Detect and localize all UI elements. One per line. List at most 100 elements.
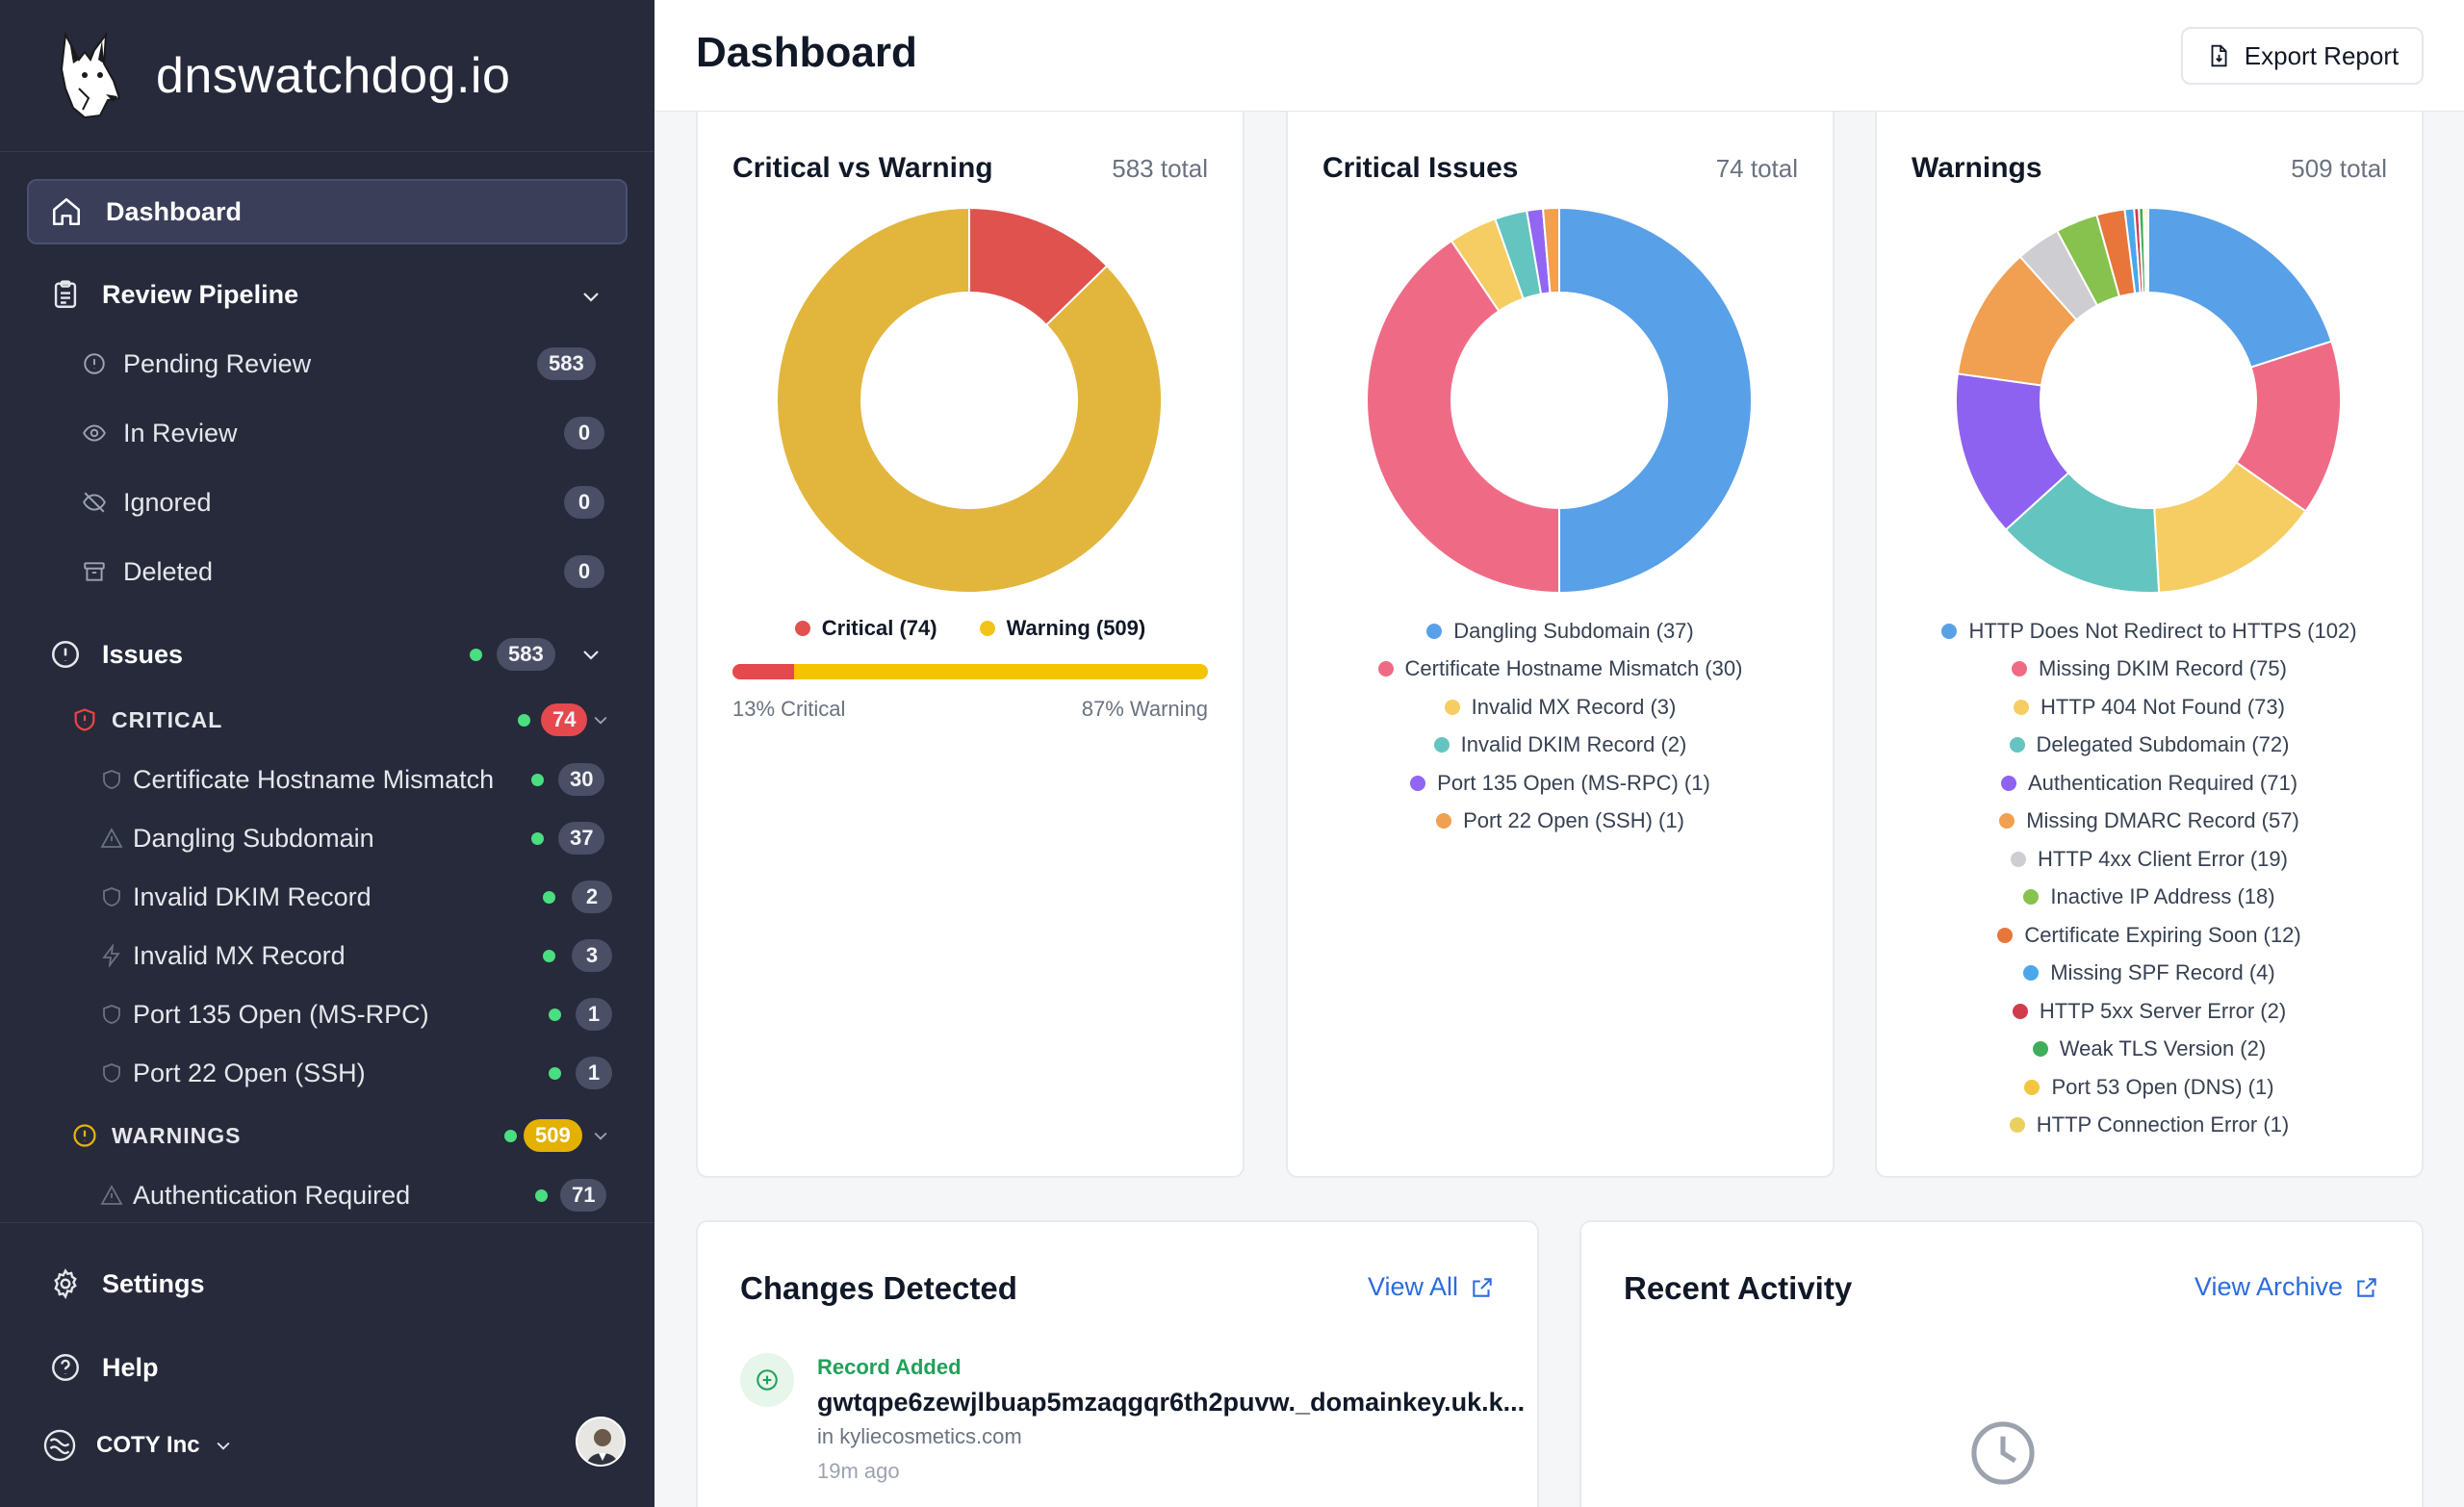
warning-triangle-icon — [94, 1178, 129, 1213]
issue-item-dangling-subdomain[interactable]: Dangling Subdomain — [94, 821, 374, 856]
legend-swatch — [1410, 775, 1426, 791]
deleted-count-badge: 0 — [564, 555, 604, 588]
status-dot — [470, 649, 482, 661]
legend-swatch — [2014, 699, 2030, 715]
card-title: Critical vs Warning — [732, 152, 993, 184]
status-dot — [549, 1009, 561, 1021]
legend-label: Invalid DKIM Record (2) — [1460, 732, 1687, 757]
pie-slice-dangling-subdomain[interactable] — [1558, 208, 1752, 593]
export-report-label: Export Report — [2244, 40, 2400, 70]
legend-label: Missing SPF Record (4) — [2050, 960, 2275, 985]
user-avatar[interactable] — [576, 1417, 626, 1467]
chart-legend: Dangling Subdomain (37) Certificate Hostn… — [1288, 612, 1833, 840]
status-dot — [531, 832, 544, 845]
legend-label: Delegated Subdomain (72) — [2036, 732, 2290, 757]
nav-critical[interactable]: CRITICAL — [67, 702, 222, 737]
pie-slice-http-connection-error[interactable] — [2144, 208, 2149, 294]
file-download-icon — [2211, 44, 2227, 67]
warning-triangle-icon — [94, 821, 129, 856]
legend-item: HTTP 5xx Server Error (2) — [1877, 992, 2422, 1031]
pie-slice-warning[interactable] — [777, 208, 1162, 593]
legend-swatch — [1433, 737, 1450, 754]
view-archive-link[interactable]: View Archive — [2194, 1272, 2379, 1302]
brand[interactable]: dnswatchdog.io — [0, 0, 654, 152]
nav-ignored-label: Ignored — [123, 487, 212, 517]
legend-swatch — [1444, 699, 1460, 715]
card-critical-issues: Critical Issues 74 total Dangling Subdom… — [1286, 112, 1835, 1178]
change-record[interactable]: gwtqpe6zewjlbuap5mzaqgqr6th2puvw._domain… — [817, 1388, 1526, 1417]
legend-label: Missing DMARC Record (57) — [2026, 808, 2299, 833]
nav-help[interactable]: Help — [48, 1350, 159, 1385]
nav-review-pipeline-label: Review Pipeline — [102, 279, 299, 309]
legend-swatch — [1941, 623, 1958, 639]
export-report-button[interactable]: Export Report — [2181, 27, 2424, 85]
nav-settings[interactable]: Settings — [48, 1266, 205, 1301]
nav-deleted[interactable]: Deleted — [77, 554, 213, 589]
legend-swatch — [1436, 813, 1452, 830]
legend-item: Missing SPF Record (4) — [1877, 955, 2422, 993]
chevron-down-icon[interactable] — [579, 285, 603, 308]
card-title: Warnings — [1912, 152, 2042, 184]
nav-deleted-label: Deleted — [123, 556, 214, 586]
critical-percent-label: 13% Critical — [732, 697, 846, 721]
nav-warnings[interactable]: WARNINGS — [67, 1118, 242, 1153]
legend-swatch — [2012, 661, 2028, 677]
issue-item-port-22-open[interactable]: Port 22 Open (SSH) — [94, 1056, 366, 1090]
issue-item-authentication-required[interactable]: Authentication Required — [94, 1178, 410, 1213]
alert-circle-icon — [67, 1118, 102, 1153]
legend-swatch — [2023, 965, 2040, 982]
status-dot — [549, 1067, 561, 1080]
chevron-down-icon[interactable] — [579, 643, 603, 666]
legend-item-warning: Warning (509) — [979, 616, 1145, 641]
issue-item-port-135-open[interactable]: Port 135 Open (MS-RPC) — [94, 997, 429, 1032]
issue-item-label: Certificate Hostname Mismatch — [133, 764, 495, 794]
legend-item: Missing DMARC Record (57) — [1877, 803, 2422, 841]
issue-item-invalid-dkim-record[interactable]: Invalid DKIM Record — [94, 880, 372, 914]
legend-swatch — [1426, 623, 1443, 639]
legend-item: Port 22 Open (SSH) (1) — [1288, 803, 1833, 841]
shield-icon — [94, 880, 129, 914]
status-dot — [518, 714, 530, 727]
legend-item: Missing DKIM Record (75) — [1877, 651, 2422, 689]
nav-issues[interactable]: Issues — [48, 637, 183, 672]
org-switcher[interactable]: COTY Inc — [40, 1426, 233, 1465]
clock-icon — [1971, 1421, 2035, 1485]
legend-swatch — [2023, 889, 2040, 906]
view-archive-label: View Archive — [2194, 1272, 2343, 1301]
shield-icon — [94, 762, 129, 797]
nav-issues-label: Issues — [102, 639, 184, 669]
issue-item-invalid-mx-record[interactable]: Invalid MX Record — [94, 938, 346, 973]
status-dot — [535, 1189, 548, 1202]
change-type: Record Added — [817, 1355, 962, 1379]
status-dot — [531, 774, 544, 786]
nav-in-review[interactable]: In Review — [77, 416, 238, 450]
nav-ignored[interactable]: Ignored — [77, 485, 212, 520]
help-circle-icon — [48, 1350, 83, 1385]
chevron-down-icon[interactable] — [591, 1126, 610, 1145]
nav-dashboard[interactable]: Dashboard — [27, 179, 628, 244]
pie-slice-certificate-hostname-mismatch[interactable] — [1367, 239, 1560, 593]
page-title: Dashboard — [696, 29, 917, 76]
issue-item-certificate-hostname-mismatch[interactable]: Certificate Hostname Mismatch — [94, 762, 494, 797]
chart-legend: HTTP Does Not Redirect to HTTPS (102) Mis… — [1877, 612, 2422, 1144]
alert-circle-icon — [77, 346, 112, 381]
legend-item: Dangling Subdomain (37) — [1288, 612, 1833, 651]
issue-count-badge: 71 — [560, 1179, 607, 1212]
legend-label: Inactive IP Address (18) — [2050, 884, 2275, 909]
external-link-icon — [1473, 1277, 1492, 1297]
issue-item-label: Invalid DKIM Record — [133, 881, 372, 911]
legend-swatch — [794, 621, 810, 636]
nav-review-pipeline[interactable]: Review Pipeline — [48, 277, 298, 312]
nav-pending-review[interactable]: Pending Review — [77, 346, 311, 381]
issues-count-badge: 583 — [497, 638, 555, 671]
pie-slice-port-22-open-ssh[interactable] — [1541, 208, 1560, 294]
pie-slice-http-does-not-redirect-to-https[interactable] — [2147, 208, 2333, 369]
legend-item: Invalid DKIM Record (2) — [1288, 727, 1833, 765]
card-title: Recent Activity — [1624, 1270, 1853, 1306]
legend-label: Weak TLS Version (2) — [2059, 1036, 2267, 1061]
view-all-link[interactable]: View All — [1368, 1272, 1495, 1302]
critical-warning-ratio-bar — [732, 664, 1208, 679]
warning-percent-label: 87% Warning — [1081, 697, 1208, 721]
chevron-down-icon[interactable] — [591, 710, 610, 729]
legend-label: Certificate Expiring Soon (12) — [2024, 922, 2301, 947]
